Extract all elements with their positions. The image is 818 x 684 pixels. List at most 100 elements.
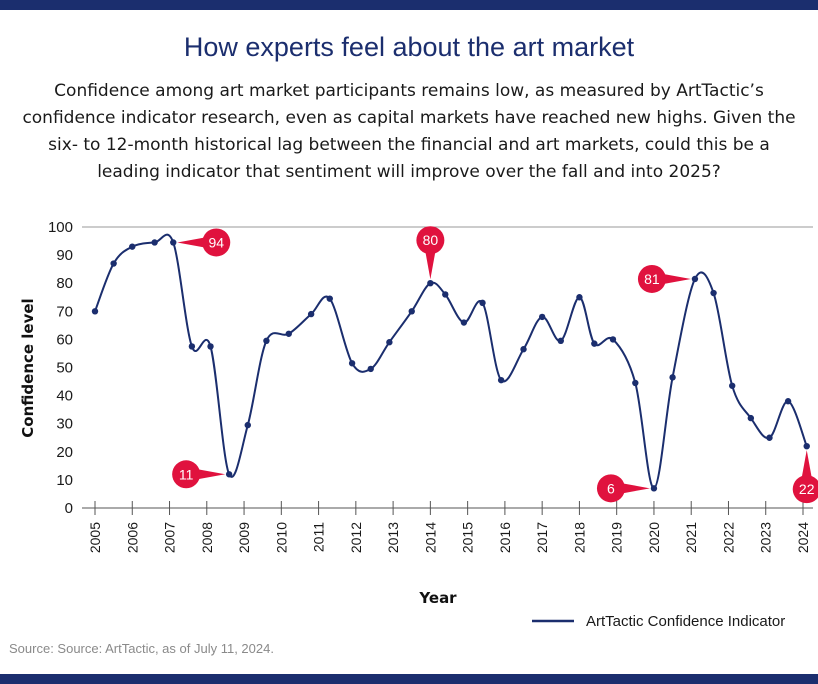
callout-label: 94 [208, 234, 224, 250]
callout-pointer [800, 450, 813, 484]
y-tick-label: 80 [56, 275, 73, 292]
callout-pointer [424, 246, 437, 280]
data-point [285, 330, 292, 337]
chart-title: How experts feel about the art market [183, 32, 635, 62]
x-tick-label: 2007 [162, 522, 178, 553]
data-point [188, 343, 196, 350]
x-tick-label: 2006 [124, 522, 140, 553]
callout-bubble [596, 474, 625, 503]
y-tick-label: 20 [56, 444, 73, 461]
data-point [348, 360, 356, 367]
data-point [408, 308, 415, 315]
data-point [307, 310, 315, 318]
data-point [609, 336, 617, 343]
data-point [460, 319, 468, 326]
callout-pointer [177, 236, 211, 249]
y-tick-label: 100 [48, 219, 73, 236]
callout-label: 6 [607, 480, 615, 496]
data-point [520, 346, 527, 353]
x-tick-label: 2011 [311, 522, 327, 552]
data-point [207, 343, 214, 350]
callout-bubble [202, 228, 231, 257]
data-point [784, 398, 792, 405]
data-point [803, 442, 810, 450]
x-tick-label: 2020 [646, 522, 662, 553]
line-layer [91, 233, 810, 492]
data-point [129, 243, 136, 250]
y-tick-label: 30 [56, 416, 73, 433]
x-tick-label: 2009 [236, 522, 252, 553]
data-point [747, 414, 755, 422]
series-line [94, 233, 808, 490]
y-tick-label: 50 [56, 360, 73, 377]
data-point [591, 340, 598, 347]
legend-label: ArtTactic Confidence Indicator [586, 613, 785, 630]
x-tick-label: 2023 [758, 522, 774, 553]
y-axis-title: Confidence level [19, 298, 37, 437]
callout-bubble [637, 264, 666, 293]
callout-pointer [192, 468, 226, 481]
callout-layer: 94 11 80 6 81 22 [172, 226, 818, 504]
chart-subtitle: Confidence among art market participants… [22, 81, 796, 182]
callout-bubble [416, 226, 445, 255]
y-tick-label: 70 [56, 303, 73, 320]
y-tick-label: 60 [56, 331, 73, 348]
x-tick-label: 2005 [87, 522, 103, 553]
data-point [367, 365, 374, 373]
data-point [710, 289, 717, 297]
data-point [263, 337, 270, 345]
source-note: Source: Source: ArtTactic, as of July 11… [9, 641, 274, 656]
data-point [557, 337, 564, 345]
x-tick-label: 2018 [571, 522, 587, 553]
data-point [442, 291, 449, 298]
callout-label: 81 [644, 271, 660, 287]
y-tick-label: 0 [65, 500, 73, 517]
x-tick-label: 2024 [795, 522, 811, 553]
x-tick-label: 2012 [348, 522, 364, 553]
callout-bubble [792, 475, 818, 504]
x-tick-label: 2010 [273, 522, 289, 553]
callout-label: 22 [799, 481, 815, 497]
data-point [386, 339, 393, 346]
data-point [669, 374, 676, 381]
data-point [170, 239, 177, 246]
x-tick-label: 2008 [199, 522, 215, 553]
data-point [650, 485, 658, 492]
bottom-accent-bar [0, 674, 818, 684]
x-tick-label: 2019 [609, 522, 625, 553]
data-point [110, 260, 117, 267]
y-tick-label: 90 [56, 247, 73, 264]
data-point [244, 421, 251, 429]
callout-pointer [616, 482, 650, 495]
x-tick-label: 2021 [683, 522, 699, 553]
data-point [538, 313, 546, 321]
data-point [576, 294, 583, 301]
y-tick-label: 10 [56, 472, 73, 489]
top-accent-bar [0, 0, 818, 10]
data-point [766, 434, 773, 441]
x-tick-label: 2016 [497, 522, 513, 553]
data-point [497, 376, 505, 384]
callout-label: 11 [179, 466, 194, 482]
data-point [691, 275, 699, 283]
x-tick-label: 2022 [720, 522, 736, 553]
data-point [326, 295, 333, 302]
callout-bubble [172, 460, 201, 489]
legend: ArtTactic Confidence Indicator [532, 613, 785, 630]
data-point [225, 471, 233, 478]
callout-pointer [657, 272, 691, 285]
x-tick-label: 2013 [385, 522, 401, 553]
x-tick-label: 2017 [534, 522, 550, 553]
data-point [632, 379, 639, 387]
y-tick-label: 40 [56, 388, 73, 405]
x-axis-title: Year [418, 589, 457, 607]
x-tick-label: 2015 [460, 522, 476, 553]
data-point [151, 239, 158, 246]
data-point [427, 280, 434, 287]
data-point [729, 382, 736, 389]
x-tick-label: 2014 [422, 522, 438, 553]
callout-label: 80 [423, 232, 439, 248]
data-point [479, 299, 486, 307]
data-point [91, 308, 99, 315]
